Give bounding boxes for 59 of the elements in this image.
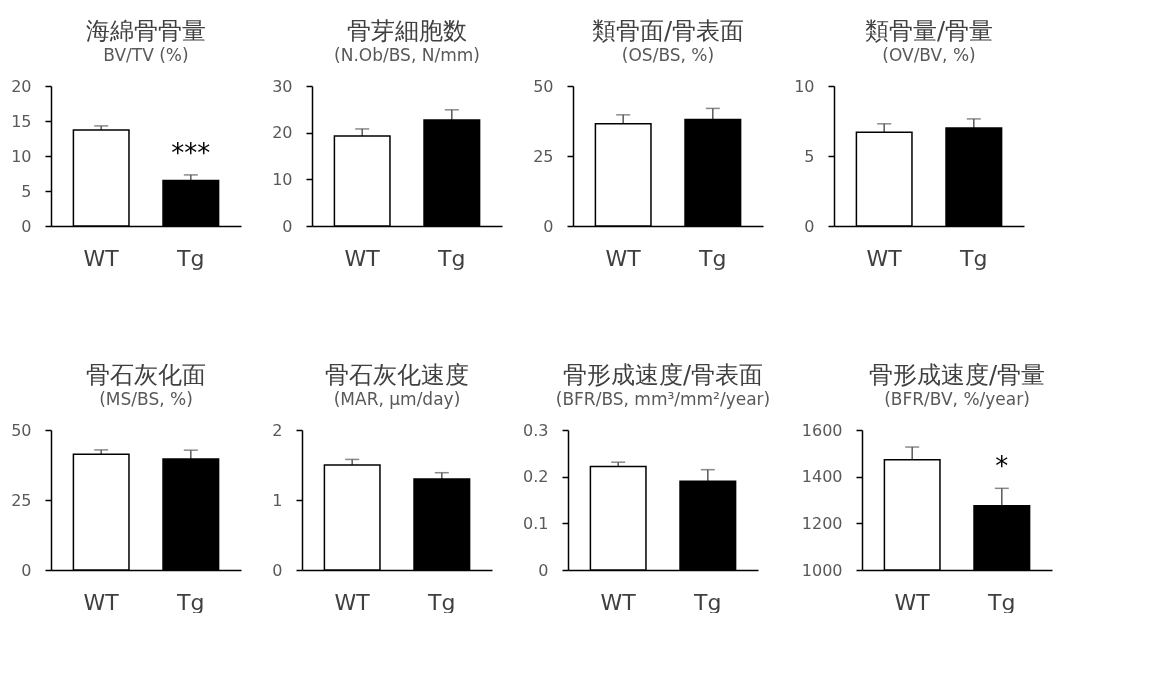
- chart-title: 骨石灰化速度: [325, 361, 469, 389]
- y-tick-label: 10: [11, 146, 32, 166]
- chart-title: 海綿骨骨量: [86, 17, 206, 45]
- y-tick-label: 20: [11, 76, 32, 96]
- y-tick-label: 50: [533, 76, 554, 96]
- x-tick-label: WT: [866, 245, 903, 271]
- annotation: ***: [171, 137, 211, 168]
- y-tick-label: 15: [11, 111, 32, 131]
- y-tick-label: 20: [272, 123, 293, 143]
- y-tick-label: 0: [21, 560, 32, 580]
- chart-subtitle: (MS/BS, %): [99, 389, 193, 409]
- chart-title: 骨形成速度/骨量: [868, 361, 1046, 389]
- chart-subtitle: (OV/BV, %): [882, 45, 976, 65]
- y-tick-label: 1400: [801, 467, 843, 487]
- y-tick-label: 0.1: [523, 513, 549, 533]
- annotation: *: [995, 451, 1009, 482]
- x-tick-label: WT: [605, 245, 642, 271]
- x-tick-label: WT: [344, 245, 381, 271]
- chart-title: 類骨量/骨量: [864, 17, 994, 45]
- x-tick-label: Tg: [437, 245, 466, 271]
- x-tick-label: Tg: [176, 245, 205, 271]
- chart-subtitle: (N.Ob/BS, N/mm): [334, 45, 480, 65]
- y-tick-label: 5: [804, 146, 815, 166]
- y-tick-label: 0.3: [523, 420, 549, 440]
- y-tick-label: 0: [804, 216, 815, 236]
- chart-subtitle: (OS/BS, %): [621, 45, 715, 65]
- y-tick-label: 1600: [801, 420, 843, 440]
- y-tick-label: 0: [538, 560, 549, 580]
- chart-title: 類骨面/骨表面: [591, 17, 745, 45]
- chart-subtitle: (MAR, μm/day): [333, 389, 461, 409]
- y-tick-label: 10: [272, 169, 293, 189]
- y-tick-label: 5: [21, 181, 32, 201]
- y-tick-label: 10: [794, 76, 815, 96]
- y-tick-label: 25: [533, 146, 554, 166]
- y-tick-label: 0: [21, 216, 32, 236]
- x-tick-label: WT: [83, 589, 120, 615]
- y-tick-label: 50: [11, 420, 32, 440]
- y-tick-label: 30: [272, 76, 293, 96]
- x-tick-label: WT: [83, 245, 120, 271]
- x-tick-label: WT: [894, 589, 931, 615]
- chart-subtitle: BV/TV (%): [103, 45, 189, 65]
- x-tick-label: Tg: [698, 245, 727, 271]
- y-tick-label: 2: [272, 420, 283, 440]
- chart-title: 骨石灰化面: [86, 361, 206, 389]
- chart-subtitle: (BFR/BV, %/year): [884, 389, 1030, 409]
- y-tick-label: 1000: [801, 560, 843, 580]
- y-tick-label: 0: [543, 216, 554, 236]
- y-tick-label: 0: [282, 216, 293, 236]
- chart-title: 骨芽細胞数: [347, 17, 467, 45]
- x-tick-label: Tg: [959, 245, 988, 271]
- y-tick-label: 0.2: [523, 467, 549, 487]
- x-tick-label: WT: [334, 589, 371, 615]
- y-tick-label: 25: [11, 490, 32, 510]
- y-tick-label: 1200: [801, 513, 843, 533]
- chart-subtitle: (BFR/BS, mm³/mm²/year): [555, 389, 771, 409]
- x-tick-label: WT: [600, 589, 637, 615]
- y-tick-label: 1: [272, 490, 283, 510]
- y-tick-label: 0: [272, 560, 283, 580]
- chart-title: 骨形成速度/骨表面: [562, 361, 764, 389]
